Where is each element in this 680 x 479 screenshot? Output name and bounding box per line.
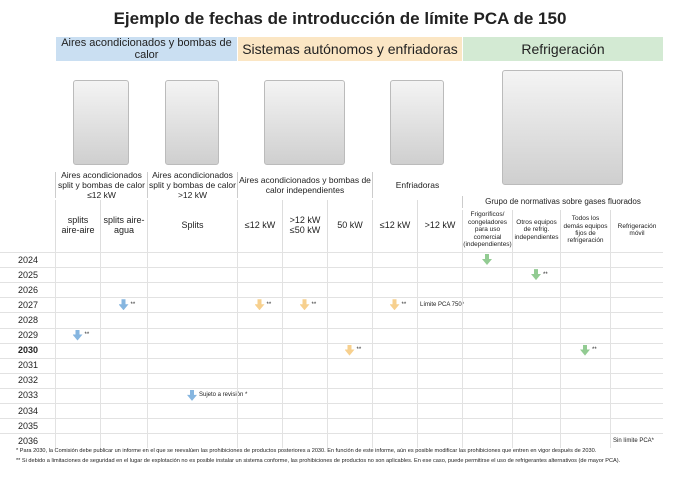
column-label: Refrigeración móvil xyxy=(610,210,663,250)
row-line xyxy=(0,372,663,374)
year-label: 2036 xyxy=(18,435,39,446)
footnote: ** Si debido a limitaciones de seguridad… xyxy=(16,458,621,464)
column-label: Todos los demás equipos fijos de refrige… xyxy=(560,210,610,250)
row-line xyxy=(0,312,663,314)
row-line xyxy=(0,387,663,389)
column-line xyxy=(512,250,513,449)
product-image xyxy=(390,80,444,165)
column-line xyxy=(560,250,561,449)
column-line xyxy=(100,250,101,449)
year-label: 2026 xyxy=(18,284,39,295)
cell-note: Sujeto a revisión * xyxy=(199,392,248,399)
year-label: 2025 xyxy=(18,269,39,280)
column-label: Splits xyxy=(147,200,237,250)
cell-note: ** xyxy=(311,301,317,308)
column-label: Frigoríficos/ congeladores para uso come… xyxy=(462,210,512,250)
column-line xyxy=(462,250,463,449)
column-label: splits aire-aire xyxy=(55,200,100,250)
group-header: Sistemas autónomos y enfriadoras xyxy=(237,37,462,61)
column-label: ≤12 kW xyxy=(237,200,282,250)
column-line xyxy=(282,250,283,449)
arrow xyxy=(580,344,590,356)
group-header: Refrigeración xyxy=(462,37,663,61)
column-label: ≤12 kW xyxy=(372,200,417,250)
cell-note: ** xyxy=(401,301,407,308)
year-label: 2027 xyxy=(18,299,39,310)
row-line xyxy=(0,252,663,253)
year-label: 2033 xyxy=(18,390,39,401)
column-label: >12 kW xyxy=(417,200,462,250)
row-line xyxy=(0,282,663,284)
product-image xyxy=(502,70,623,185)
year-label: 2024 xyxy=(18,254,39,265)
year-label: 2032 xyxy=(18,375,39,386)
footnote: * Para 2030, la Comisión debe publicar u… xyxy=(16,448,597,454)
year-label: 2035 xyxy=(18,420,39,431)
arrow xyxy=(389,299,400,311)
cell-note: ** xyxy=(592,347,597,354)
column-label: Otros equipos de refrig. independientes xyxy=(512,210,560,250)
row-line xyxy=(0,403,663,404)
arrow xyxy=(299,299,310,311)
cell-note: ** xyxy=(543,271,548,278)
arrow xyxy=(254,299,265,311)
cell-text: Sin límite PCA* xyxy=(613,437,655,444)
cell-text: Límite PCA 750* xyxy=(420,301,465,308)
year-label: 2034 xyxy=(18,405,39,416)
product-image xyxy=(73,80,129,165)
column-line xyxy=(417,250,418,449)
product-image xyxy=(264,80,345,165)
cell-note: ** xyxy=(130,301,136,308)
arrow xyxy=(531,269,541,281)
arrow xyxy=(482,254,492,265)
year-label: 2031 xyxy=(18,360,39,371)
year-label: 2028 xyxy=(18,314,39,325)
subgroup-caption: Aires acondicionados y bombas de calor i… xyxy=(237,172,372,198)
column-label: >12 kW ≤50 kW xyxy=(282,200,327,250)
column-label: splits aire-agua xyxy=(100,200,147,250)
subgroup-caption: Grupo de normativas sobre gases fluorado… xyxy=(462,196,663,208)
year-label: 2029 xyxy=(18,330,39,341)
cell-note: ** xyxy=(266,301,272,308)
column-line xyxy=(372,250,373,449)
title: Ejemplo de fechas de introducción de lím… xyxy=(113,9,567,28)
arrow xyxy=(344,344,355,356)
column-line xyxy=(610,250,611,449)
arrow xyxy=(72,329,83,341)
subgroup-caption: Aires acondicionados split y bombas de c… xyxy=(147,170,237,200)
row-line xyxy=(0,342,663,344)
row-line xyxy=(0,327,663,329)
column-line xyxy=(147,250,148,449)
column-label: 50 kW xyxy=(327,200,372,250)
row-line xyxy=(0,418,663,420)
row-line xyxy=(0,433,663,435)
arrow xyxy=(118,299,129,311)
arrow xyxy=(187,389,197,401)
cell-note: ** xyxy=(356,347,362,354)
subgroup-caption: Enfriadoras xyxy=(372,172,462,198)
product-image xyxy=(165,80,219,165)
column-line xyxy=(327,250,328,449)
column-line xyxy=(237,250,238,449)
row-line xyxy=(0,267,663,269)
group-header: Aires acondicionados y bombas de calor xyxy=(55,37,237,61)
row-line xyxy=(0,357,663,359)
cell-note: ** xyxy=(84,332,90,339)
row-line xyxy=(0,297,663,299)
subgroup-caption: Aires acondicionados split y bombas de c… xyxy=(55,170,147,200)
column-line xyxy=(55,250,56,449)
year-label: 2030 xyxy=(18,345,39,356)
